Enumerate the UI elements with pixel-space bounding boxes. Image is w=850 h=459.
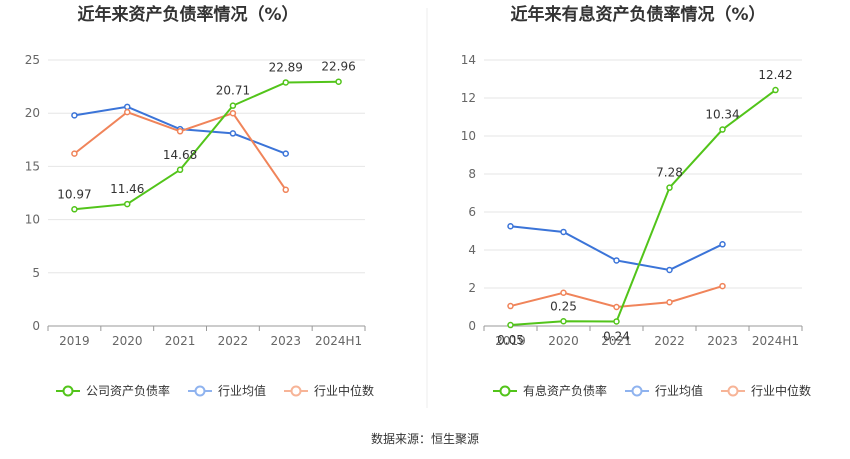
legend-marker-icon: [727, 385, 739, 397]
legend-marker-icon: [499, 385, 511, 397]
y-tick-label: 20: [25, 106, 40, 120]
source-note: 数据来源：恒生聚源: [371, 431, 479, 446]
data-point: [335, 78, 342, 85]
x-tick-label: 2023: [707, 334, 738, 348]
data-point: [560, 228, 567, 236]
data-point: [719, 126, 726, 133]
data-label: 11.46: [110, 182, 144, 196]
data-point: [71, 206, 78, 213]
data-point: [176, 128, 184, 135]
y-tick-label: 10: [25, 213, 40, 227]
data-label: 22.89: [269, 60, 303, 74]
data-point: [560, 289, 567, 296]
data-point: [71, 112, 78, 119]
data-point: [229, 130, 237, 137]
data-label: 0.25: [550, 299, 577, 313]
data-point: [666, 266, 673, 274]
data-label: 20.71: [216, 84, 250, 98]
data-label: 10.34: [705, 108, 739, 122]
y-tick-label: 0: [468, 319, 476, 333]
data-point: [772, 86, 779, 94]
data-point: [613, 318, 620, 325]
legend-label: 行业中位数: [314, 383, 374, 398]
x-tick-label: 2020: [548, 334, 579, 348]
data-point: [282, 79, 289, 86]
chart-title: 近年来有息资产负债率情况（%）: [510, 4, 765, 25]
legend-marker-icon: [62, 385, 74, 397]
y-tick-label: 2: [468, 281, 476, 295]
data-point: [124, 200, 131, 208]
y-tick-label: 4: [468, 243, 476, 257]
legend-label: 行业均值: [655, 383, 703, 398]
data-point: [282, 186, 289, 194]
legend-marker-icon: [631, 385, 643, 397]
y-tick-label: 10: [461, 129, 476, 143]
y-tick-label: 8: [468, 167, 476, 181]
x-tick-label: 2024H1: [315, 334, 362, 348]
legend-label: 行业均值: [218, 383, 266, 398]
chart-interest-debt-ratio: 近年来有息资产负债率情况（%） 0 2 4 6 8 10 12 14 2019 2020 2021 20…: [461, 4, 811, 398]
legend-label: 公司资产负债率: [86, 383, 170, 398]
data-point: [719, 241, 726, 248]
y-tick-label: 5: [32, 266, 40, 280]
data-point: [560, 318, 567, 325]
data-point: [229, 102, 237, 109]
data-point: [176, 166, 184, 174]
legend-label: 行业中位数: [751, 383, 811, 398]
legend-marker-icon: [194, 385, 206, 397]
legend-label: 有息资产负债率: [523, 383, 607, 398]
data-point: [507, 302, 514, 310]
data-point: [666, 184, 673, 191]
x-tick-label: 2021: [165, 334, 196, 348]
data-label: 0.24: [603, 329, 630, 343]
data-point: [124, 108, 131, 116]
data-label: 0.05: [497, 333, 524, 347]
y-tick-label: 0: [32, 319, 40, 333]
chart-title: 近年来资产负债率情况（%）: [77, 4, 298, 25]
x-tick-label: 2022: [218, 334, 249, 348]
legend-marker-icon: [290, 385, 302, 397]
data-point: [613, 303, 620, 311]
y-tick-label: 25: [25, 53, 40, 67]
series-line: [510, 89, 777, 327]
x-tick-label: 2022: [654, 334, 685, 348]
data-point: [507, 223, 514, 230]
y-tick-label: 15: [25, 159, 40, 173]
x-tick-label: 2019: [59, 334, 90, 348]
y-tick-label: 12: [461, 91, 476, 105]
y-tick-label: 6: [468, 205, 476, 219]
data-point: [507, 321, 514, 329]
x-tick-label: 2020: [112, 334, 143, 348]
y-tick-label: 14: [461, 53, 476, 67]
x-tick-label: 2021: [601, 334, 632, 348]
data-point: [229, 109, 237, 117]
series-line: [74, 80, 339, 211]
data-point: [282, 150, 289, 157]
data-point: [666, 299, 673, 306]
chart-debt-ratio: 近年来资产负债率情况（%） 0 5 10 15 20 25 2019 2020 2021 2022 2…: [25, 4, 374, 398]
data-point: [71, 150, 78, 157]
x-tick-label: 2019: [495, 334, 526, 348]
data-point: [124, 103, 131, 111]
data-label: 12.42: [758, 68, 792, 82]
data-label: 22.96: [321, 60, 355, 74]
data-label: 14.68: [163, 148, 197, 162]
data-label: 7.28: [656, 166, 683, 180]
x-tick-label: 2024H1: [752, 334, 799, 348]
x-tick-label: 2023: [270, 334, 301, 348]
data-label: 10.97: [57, 187, 91, 201]
data-point: [613, 257, 620, 264]
data-point: [719, 282, 726, 290]
